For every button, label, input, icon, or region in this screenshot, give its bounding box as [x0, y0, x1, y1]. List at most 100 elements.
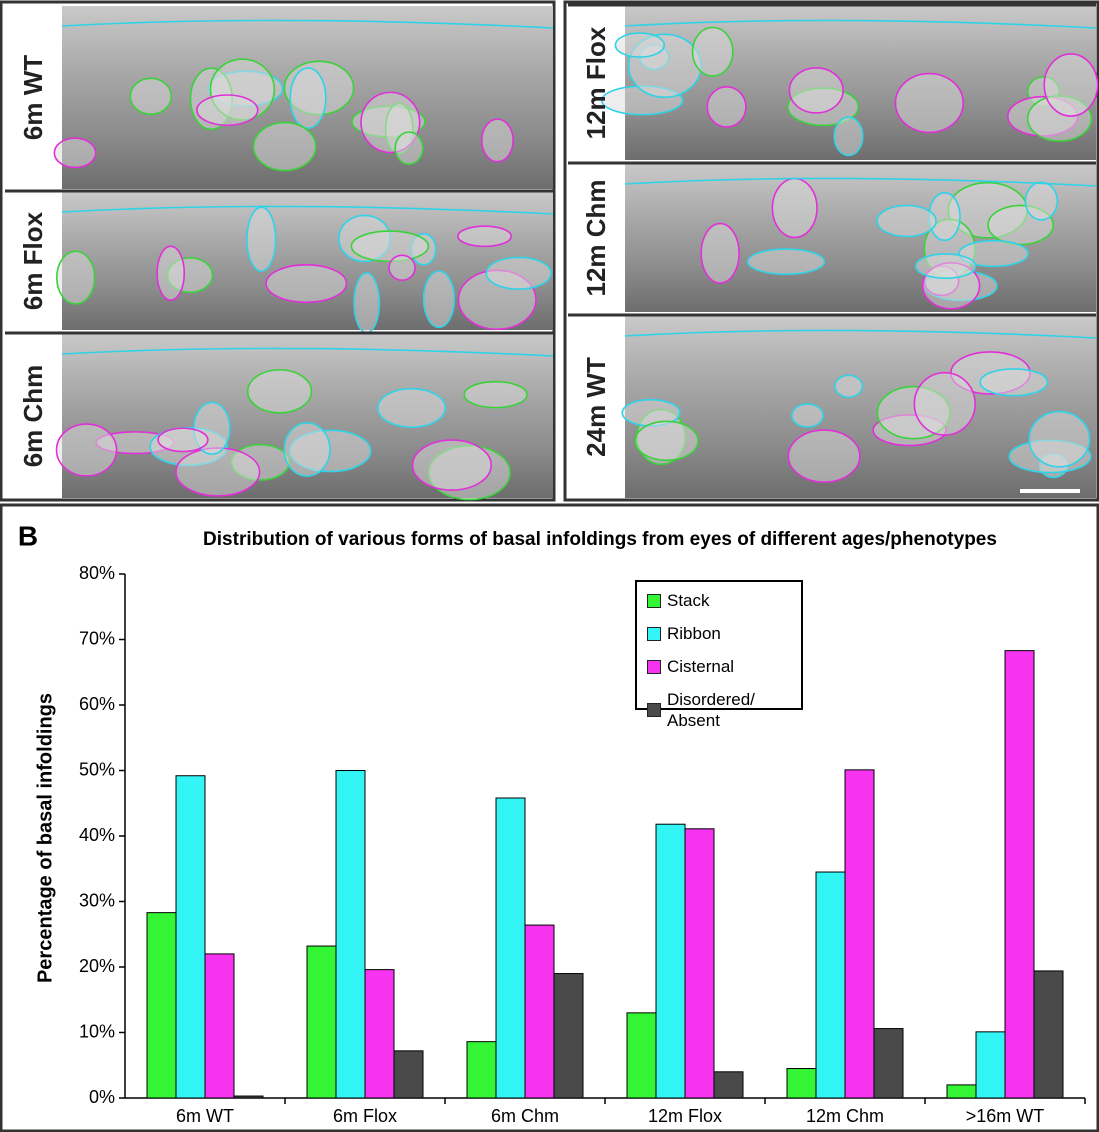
bar: [1034, 971, 1063, 1098]
infolding-outline: [1025, 182, 1057, 219]
infolding-outline: [57, 251, 95, 304]
infolding-outline: [458, 226, 511, 246]
bar: [627, 1013, 656, 1098]
bar: [307, 946, 336, 1098]
bar: [525, 925, 554, 1098]
bar: [845, 770, 874, 1098]
panel-letter: B: [18, 520, 38, 551]
infolding-outline: [266, 265, 346, 302]
infolding-outline: [835, 375, 862, 397]
legend-swatch: [647, 660, 661, 674]
y-tick-label: 30%: [79, 890, 115, 910]
y-tick-label: 20%: [79, 956, 115, 976]
bar: [147, 913, 176, 1098]
bar: [947, 1085, 976, 1098]
figure: A B Distribution of various forms of bas…: [0, 0, 1099, 1132]
bar: [714, 1072, 743, 1098]
infolding-outline: [788, 430, 859, 482]
infolding-outline: [157, 246, 184, 300]
bar: [394, 1051, 423, 1098]
x-tick-label: 12m Chm: [806, 1106, 884, 1126]
legend-label: Ribbon: [667, 623, 777, 644]
bar: [554, 974, 583, 1098]
image-label: 24m WT: [581, 357, 611, 457]
x-tick-label: 6m WT: [176, 1106, 234, 1126]
y-tick-label: 80%: [79, 563, 115, 583]
bar: [787, 1069, 816, 1098]
y-axis-label: Percentage of basal infoldings: [34, 693, 56, 983]
x-tick-label: 6m Chm: [491, 1106, 559, 1126]
image-label: 6m WT: [18, 55, 48, 140]
infolding-outline: [284, 423, 330, 476]
infolding-outline: [130, 78, 171, 114]
y-tick-label: 10%: [79, 1021, 115, 1041]
y-tick-label: 40%: [79, 825, 115, 845]
infolding-outline: [834, 117, 863, 155]
infolding-outline: [351, 231, 428, 261]
infolding-outline: [247, 207, 276, 271]
infolding-outline: [914, 373, 975, 435]
infolding-outline: [354, 273, 379, 333]
infolding-outline: [413, 440, 492, 490]
figure-svg: A B Distribution of various forms of bas…: [0, 0, 1099, 1132]
legend-label: Stack: [667, 590, 777, 611]
y-tick-label: 50%: [79, 759, 115, 779]
infolding-outline: [916, 254, 976, 278]
image-label: 12m Flox: [581, 26, 611, 139]
legend-swatch: [647, 627, 661, 641]
infolding-outline: [701, 224, 739, 284]
image-label: 12m Chm: [581, 179, 611, 296]
legend-item: Disordered/ Absent: [647, 689, 791, 731]
x-tick-label: 6m Flox: [333, 1106, 397, 1126]
bar: [336, 771, 365, 1099]
legend-label: Disordered/ Absent: [667, 689, 777, 731]
bar: [234, 1096, 263, 1098]
bar: [467, 1042, 496, 1098]
legend-item: Ribbon: [647, 623, 791, 644]
infolding-outline: [54, 138, 95, 167]
infolding-outline: [290, 68, 326, 128]
bar: [1005, 651, 1034, 1098]
infolding-outline: [792, 404, 823, 427]
infolding-outline: [615, 33, 664, 57]
infolding-outline: [1044, 54, 1097, 116]
infolding-outline: [1029, 412, 1089, 467]
bar: [205, 954, 234, 1098]
bar: [685, 829, 714, 1098]
image-label: 6m Flox: [18, 211, 48, 310]
infolding-outline: [482, 119, 513, 162]
infolding-outline: [158, 428, 208, 451]
infolding-outline: [772, 179, 817, 238]
x-tick-label: 12m Flox: [648, 1106, 722, 1126]
bar: [976, 1032, 1005, 1098]
infolding-outline: [197, 95, 258, 125]
x-tick-label: >16m WT: [966, 1106, 1045, 1126]
infolding-outline: [254, 123, 316, 171]
infolding-outline: [378, 389, 446, 428]
infolding-outline: [424, 271, 455, 327]
infolding-outline: [693, 27, 733, 75]
infolding-outline: [789, 68, 843, 113]
image-label: 6m Chm: [18, 365, 48, 468]
infolding-outline: [248, 370, 312, 413]
y-tick-label: 0%: [89, 1087, 115, 1107]
infolding-outline: [707, 87, 746, 127]
infolding-outline: [748, 249, 825, 274]
y-tick-label: 70%: [79, 628, 115, 648]
micrograph: [625, 316, 1096, 498]
bar: [656, 824, 685, 1098]
bar: [816, 872, 845, 1098]
legend-item: Cisternal: [647, 656, 791, 677]
infolding-outline: [895, 74, 963, 133]
bar: [496, 798, 525, 1098]
infolding-outline: [395, 132, 423, 164]
legend-swatch: [647, 703, 661, 717]
y-tick-label: 60%: [79, 694, 115, 714]
infolding-outline: [486, 257, 551, 289]
bar: [176, 776, 205, 1098]
legend-label: Cisternal: [667, 656, 777, 677]
infolding-outline: [635, 421, 698, 460]
infolding-outline: [877, 205, 936, 236]
legend-swatch: [647, 594, 661, 608]
